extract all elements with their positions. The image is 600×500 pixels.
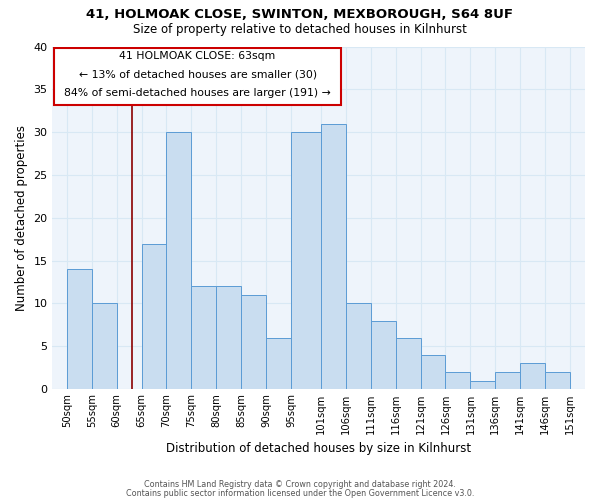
Bar [67,269,92,389]
Bar [166,132,191,389]
Bar [395,338,421,389]
Bar [520,364,545,389]
Y-axis label: Number of detached properties: Number of detached properties [15,125,28,311]
Text: Contains HM Land Registry data © Crown copyright and database right 2024.: Contains HM Land Registry data © Crown c… [144,480,456,489]
Bar [346,304,371,389]
Text: 41, HOLMOAK CLOSE, SWINTON, MEXBOROUGH, S64 8UF: 41, HOLMOAK CLOSE, SWINTON, MEXBOROUGH, … [86,8,514,20]
Text: 84% of semi-detached houses are larger (191) →: 84% of semi-detached houses are larger (… [64,88,331,99]
Bar [545,372,570,389]
Bar [445,372,470,389]
Bar [216,286,241,389]
Bar [371,320,395,389]
Text: ← 13% of detached houses are smaller (30): ← 13% of detached houses are smaller (30… [79,70,317,80]
Bar [496,372,520,389]
Bar [321,124,346,389]
Text: 41 HOLMOAK CLOSE: 63sqm: 41 HOLMOAK CLOSE: 63sqm [119,51,276,61]
X-axis label: Distribution of detached houses by size in Kilnhurst: Distribution of detached houses by size … [166,442,471,455]
Bar [291,132,321,389]
Bar [142,244,166,389]
Bar [191,286,216,389]
Text: Size of property relative to detached houses in Kilnhurst: Size of property relative to detached ho… [133,22,467,36]
Bar [421,355,445,389]
FancyBboxPatch shape [55,48,341,104]
Bar [266,338,291,389]
Bar [92,304,116,389]
Bar [241,295,266,389]
Text: Contains public sector information licensed under the Open Government Licence v3: Contains public sector information licen… [126,488,474,498]
Bar [470,380,496,389]
